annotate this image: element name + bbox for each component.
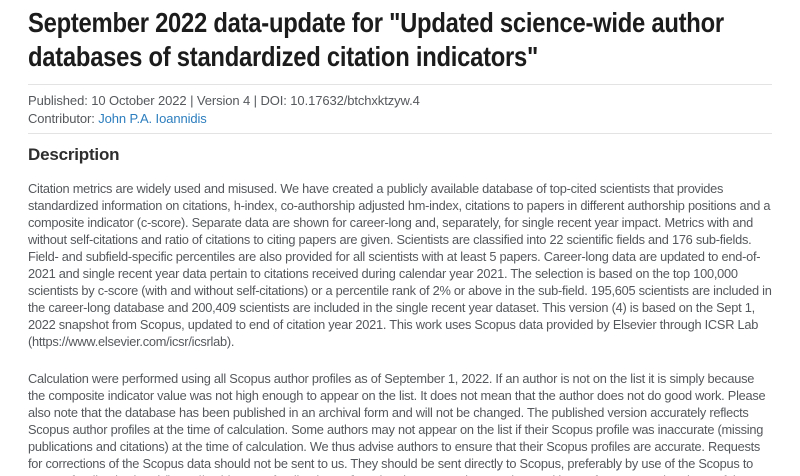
contributor-row: Contributor: John P.A. Ioannidis [28, 110, 772, 128]
page-title: September 2022 data-update for "Updated … [28, 7, 724, 72]
metadata-block: Published: 10 October 2022 | Version 4 |… [28, 92, 772, 128]
description-body: Citation metrics are widely used and mis… [28, 180, 772, 476]
contributor-label: Contributor: [28, 111, 95, 126]
contributor-link[interactable]: John P.A. Ioannidis [98, 111, 207, 126]
published-version-doi: Published: 10 October 2022 | Version 4 |… [28, 93, 420, 108]
divider-top [28, 84, 772, 85]
divider-bottom [28, 133, 772, 134]
description-paragraph-2: Calculation were performed using all Sco… [28, 371, 766, 476]
description-paragraph-1: Citation metrics are widely used and mis… [28, 181, 772, 349]
description-heading: Description [28, 145, 120, 164]
